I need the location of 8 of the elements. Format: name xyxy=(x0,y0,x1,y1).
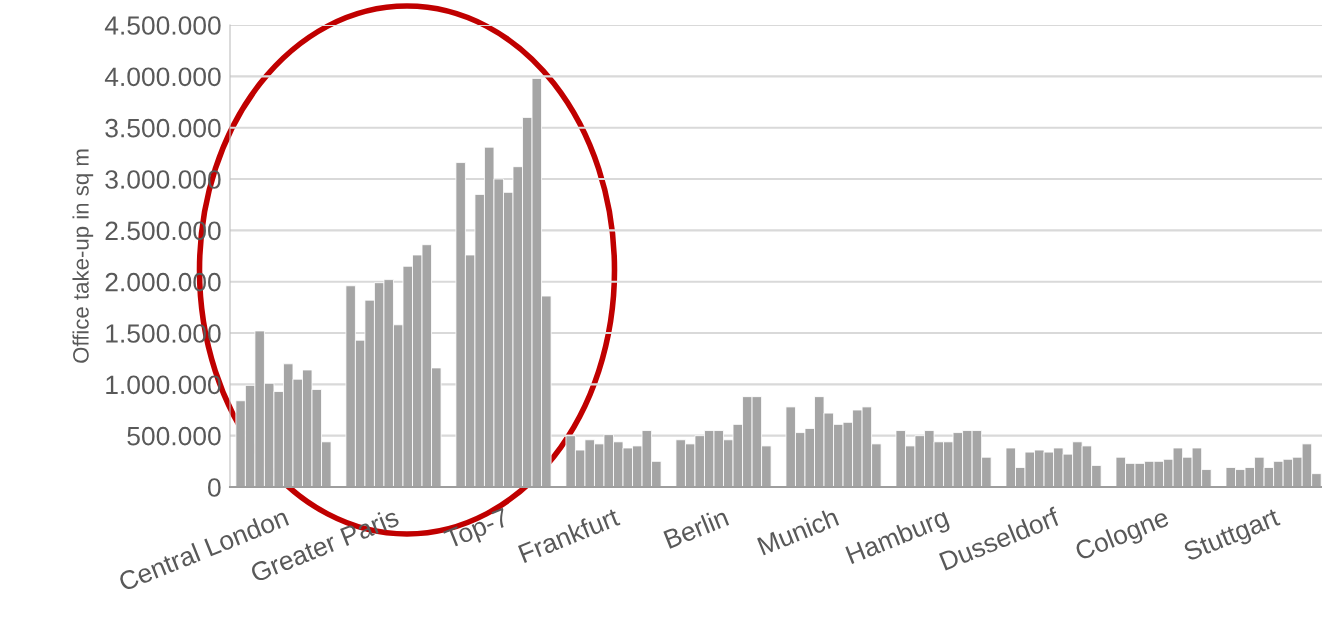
y-tick-label: 500.000 xyxy=(127,426,221,446)
y-tick-label: 4.500.000 xyxy=(104,16,221,35)
y-tick-label: 4.000.000 xyxy=(104,67,221,87)
y-axis-title: Office take-up in sq m xyxy=(72,149,94,363)
x-tick-label: Berlin xyxy=(662,507,730,549)
x-tick-label: Top-7 xyxy=(443,507,512,554)
y-tick-label: 3.500.000 xyxy=(105,118,221,138)
y-tick-label: 0 xyxy=(208,478,221,497)
